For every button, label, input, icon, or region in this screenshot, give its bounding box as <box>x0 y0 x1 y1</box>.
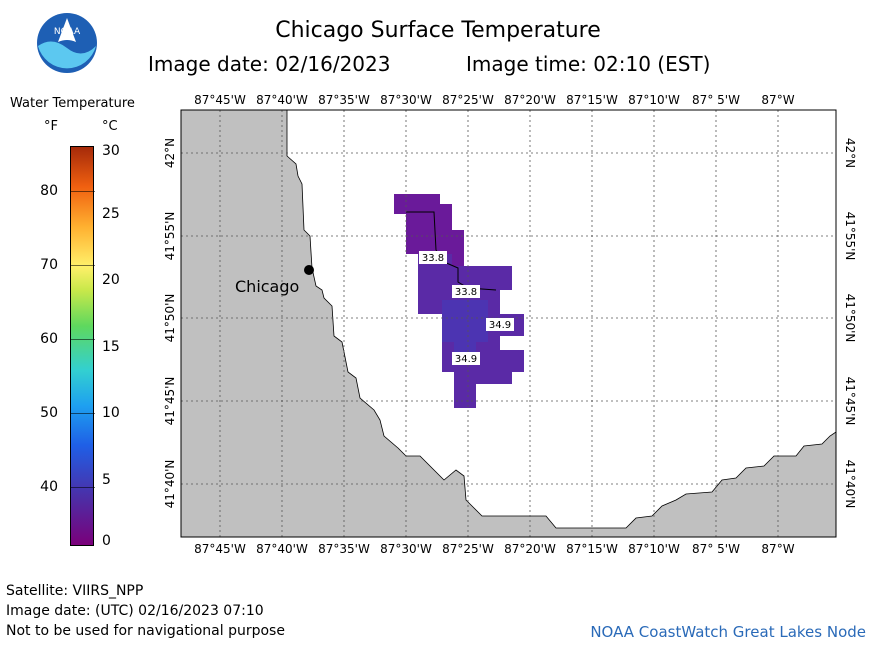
legend-c-tick: 20 <box>102 272 120 288</box>
legend-c-tick: 0 <box>102 533 111 549</box>
land-west-shore <box>181 110 836 537</box>
lat-label-right: 41°45'N <box>843 377 857 426</box>
legend-c-tick: 5 <box>102 472 111 488</box>
lat-label-left: 41°55'N <box>163 212 177 261</box>
temp-label: 33.8 <box>455 287 477 298</box>
credit-line: NOAA CoastWatch Great Lakes Node <box>590 623 866 641</box>
lon-label-bottom: 87° 5'W <box>692 542 740 556</box>
noaa-logo-icon: NOAA <box>37 13 97 73</box>
lon-label-top: 87° 5'W <box>692 93 740 107</box>
page-title: Chicago Surface Temperature <box>275 18 601 43</box>
lat-label-left: 41°45'N <box>163 377 177 426</box>
city-label: Chicago <box>235 277 299 296</box>
legend-f-tick: 70 <box>40 257 58 273</box>
lon-label-top: 87°W <box>761 93 794 107</box>
legend-c-tick: 15 <box>102 339 120 355</box>
lat-label-right: 42°N <box>843 138 857 168</box>
lat-label-right: 41°40'N <box>843 460 857 509</box>
navigation-disclaimer: Not to be used for navigational purpose <box>6 623 285 639</box>
satellite-info: Satellite: VIIRS_NPP <box>6 583 144 599</box>
lat-label-left: 42°N <box>163 138 177 168</box>
lon-label-bottom: 87°15'W <box>566 542 618 556</box>
lon-label-top: 87°20'W <box>504 93 556 107</box>
legend-unit-fahrenheit: °F <box>44 119 58 134</box>
lon-label-top: 87°15'W <box>566 93 618 107</box>
lat-label-left: 41°40'N <box>163 460 177 509</box>
noaa-logo-text: NOAA <box>54 27 81 37</box>
lat-label-right: 41°55'N <box>843 212 857 261</box>
lon-label-bottom: 87°20'W <box>504 542 556 556</box>
temp-label: 33.8 <box>422 253 444 264</box>
legend-f-tick: 40 <box>40 479 58 495</box>
legend-c-tick: 10 <box>102 405 120 421</box>
legend-f-tick: 80 <box>40 183 58 199</box>
legend-title: Water Temperature <box>10 96 135 111</box>
map-frame <box>180 109 837 538</box>
lon-label-top: 87°45'W <box>194 93 246 107</box>
legend-c-tick: 30 <box>102 143 120 159</box>
lon-label-top: 87°35'W <box>318 93 370 107</box>
legend-c-tick: 25 <box>102 206 120 222</box>
legend-unit-celsius: °C <box>102 119 118 134</box>
legend-f-tick: 60 <box>40 331 58 347</box>
lon-label-bottom: 87°35'W <box>318 542 370 556</box>
lon-label-bottom: 87°10'W <box>628 542 680 556</box>
lon-label-bottom: 87°25'W <box>442 542 494 556</box>
lon-label-bottom: 87°W <box>761 542 794 556</box>
lon-label-bottom: 87°30'W <box>380 542 432 556</box>
lon-label-bottom: 87°40'W <box>256 542 308 556</box>
lat-label-right: 41°50'N <box>843 294 857 343</box>
lon-label-top: 87°25'W <box>442 93 494 107</box>
chicago-city-marker-icon <box>304 265 314 275</box>
map-graticule <box>181 110 836 537</box>
lon-label-top: 87°10'W <box>628 93 680 107</box>
lon-label-bottom: 87°45'W <box>194 542 246 556</box>
temp-label: 34.9 <box>455 354 477 365</box>
image-date-local: Image date: 02/16/2023 <box>148 52 391 76</box>
lon-label-top: 87°30'W <box>380 93 432 107</box>
temp-label: 34.9 <box>489 320 511 331</box>
lon-label-top: 87°40'W <box>256 93 308 107</box>
image-time-local: Image time: 02:10 (EST) <box>466 52 711 76</box>
utc-image-date: Image date: (UTC) 02/16/2023 07:10 <box>6 603 264 619</box>
lat-label-left: 41°50'N <box>163 294 177 343</box>
temperature-colorbar <box>70 146 95 546</box>
legend-f-tick: 50 <box>40 405 58 421</box>
